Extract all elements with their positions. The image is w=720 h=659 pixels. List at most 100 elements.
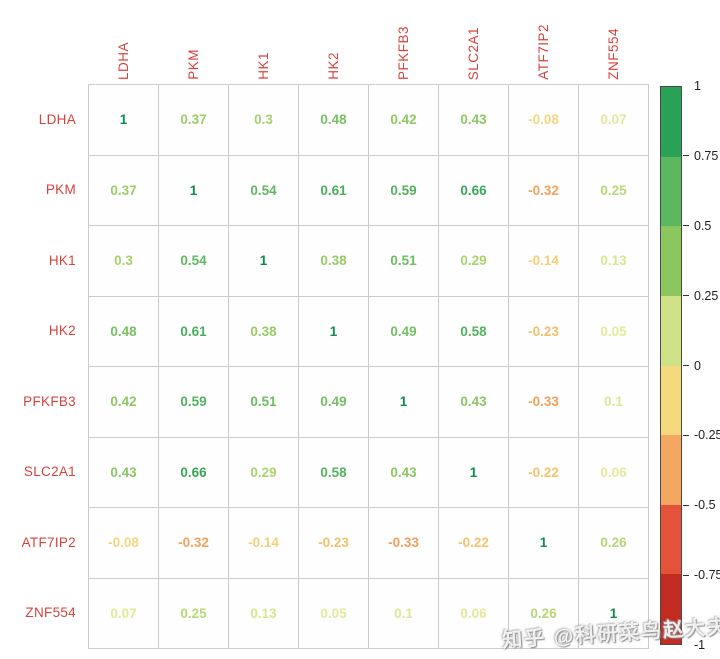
correlation-cell: 0.26: [509, 579, 579, 650]
correlation-cell: 0.51: [229, 367, 299, 438]
correlation-cell: -0.33: [369, 508, 439, 579]
correlation-cell: 0.29: [439, 226, 509, 297]
colorbar-segment: [661, 366, 681, 436]
correlation-cell: 0.49: [299, 367, 369, 438]
correlation-cell: -0.32: [509, 156, 579, 227]
correlation-cell: 1: [89, 85, 159, 156]
correlation-cell: 0.42: [89, 367, 159, 438]
colorbar-tick-mark: [683, 575, 689, 576]
column-header-hk1: HK1: [228, 0, 298, 80]
column-header-label: PFKFB3: [396, 26, 411, 80]
correlation-cell: 0.43: [89, 438, 159, 509]
colorbar-segment: [661, 157, 681, 227]
colorbar-tick-mark: [683, 155, 689, 156]
correlation-cell: 0.37: [159, 85, 229, 156]
correlation-cell: 0.07: [89, 579, 159, 650]
correlation-cell: -0.23: [509, 297, 579, 368]
colorbar-segment: [661, 296, 681, 366]
correlation-cell: 1: [439, 438, 509, 509]
correlation-cell: -0.14: [509, 226, 579, 297]
correlation-cell: 0.43: [439, 85, 509, 156]
correlation-cell: 0.66: [159, 438, 229, 509]
correlation-cell: 0.06: [439, 579, 509, 650]
row-label-hk1: HK1: [0, 225, 82, 296]
colorbar-tick-mark: [683, 365, 689, 366]
correlation-cell: 1: [509, 508, 579, 579]
colorbar-tick-label: -0.75: [694, 569, 720, 581]
correlation-cell: 0.3: [229, 85, 299, 156]
colorbar: [660, 86, 682, 645]
correlation-cell: -0.22: [439, 508, 509, 579]
correlation-cell: 0.51: [369, 226, 439, 297]
colorbar-tick-mark: [683, 295, 689, 296]
column-header-label: LDHA: [116, 42, 131, 80]
correlation-grid: 10.370.30.480.420.43-0.080.070.3710.540.…: [88, 84, 649, 649]
colorbar-tick-label: 1: [694, 80, 720, 92]
colorbar-tick-label: 0.75: [694, 150, 720, 162]
correlation-cell: 0.07: [579, 85, 649, 156]
column-header-label: ATF7IP2: [536, 24, 551, 80]
correlation-cell: -0.32: [159, 508, 229, 579]
correlation-cell: 0.26: [579, 508, 649, 579]
correlation-cell: 0.25: [579, 156, 649, 227]
colorbar-tick-mark: [683, 505, 689, 506]
correlation-cell: 1: [579, 579, 649, 650]
correlation-cell: 0.48: [299, 85, 369, 156]
correlation-cell: 0.61: [159, 297, 229, 368]
colorbar-segment: [661, 435, 681, 505]
colorbar-tick-label: -1: [694, 639, 720, 651]
correlation-cell: 0.29: [229, 438, 299, 509]
correlation-cell: -0.33: [509, 367, 579, 438]
correlation-cell: 0.49: [369, 297, 439, 368]
correlation-cell: 0.38: [299, 226, 369, 297]
correlation-cell: 0.1: [369, 579, 439, 650]
column-headers: LDHA PKM HK1 HK2 PFKFB3 SLC2A1 ATF7IP2 ZNF554: [88, 0, 648, 82]
column-header-hk2: HK2: [298, 0, 368, 80]
correlation-cell: 0.54: [229, 156, 299, 227]
colorbar-tick-label: -0.5: [694, 499, 720, 511]
correlation-cell: -0.22: [509, 438, 579, 509]
correlation-cell: 1: [159, 156, 229, 227]
correlation-cell: 0.1: [579, 367, 649, 438]
correlation-cell: 0.05: [299, 579, 369, 650]
colorbar-tick-mark: [683, 435, 689, 436]
column-header-label: HK1: [256, 52, 271, 80]
colorbar-segment: [661, 226, 681, 296]
correlation-cell: 0.66: [439, 156, 509, 227]
column-header-label: HK2: [326, 52, 341, 80]
colorbar-segment: [661, 505, 681, 575]
correlation-cell: 0.3: [89, 226, 159, 297]
correlation-cell: 0.43: [439, 367, 509, 438]
colorbar-segment: [661, 574, 681, 644]
correlation-cell: 0.58: [439, 297, 509, 368]
correlation-cell: 0.38: [229, 297, 299, 368]
row-label-pfkfb3: PFKFB3: [0, 366, 82, 437]
correlation-cell: 1: [369, 367, 439, 438]
correlation-cell: 0.13: [229, 579, 299, 650]
column-header-slc2a1: SLC2A1: [438, 0, 508, 80]
column-header-pkm: PKM: [158, 0, 228, 80]
row-label-slc2a1: SLC2A1: [0, 437, 82, 508]
correlation-cell: 0.43: [369, 438, 439, 509]
correlation-cell: 0.37: [89, 156, 159, 227]
correlation-cell: -0.14: [229, 508, 299, 579]
correlation-cell: 0.06: [579, 438, 649, 509]
correlation-cell: 1: [299, 297, 369, 368]
correlation-cell: 0.59: [369, 156, 439, 227]
correlation-cell: -0.08: [509, 85, 579, 156]
colorbar-tick-label: 0: [694, 360, 720, 372]
row-label-znf554: ZNF554: [0, 578, 82, 649]
correlation-cell: 0.05: [579, 297, 649, 368]
column-header-label: PKM: [186, 49, 201, 80]
colorbar-tick-label: 0.25: [694, 290, 720, 302]
correlation-cell: 0.61: [299, 156, 369, 227]
correlation-cell: 0.25: [159, 579, 229, 650]
column-header-atf7ip2: ATF7IP2: [508, 0, 578, 80]
row-label-ldha: LDHA: [0, 84, 82, 155]
column-header-label: SLC2A1: [466, 27, 481, 80]
column-header-label: ZNF554: [606, 28, 621, 80]
correlation-cell: 0.42: [369, 85, 439, 156]
correlation-cell: 0.58: [299, 438, 369, 509]
colorbar-tick-mark: [683, 225, 689, 226]
correlation-cell: 1: [229, 226, 299, 297]
